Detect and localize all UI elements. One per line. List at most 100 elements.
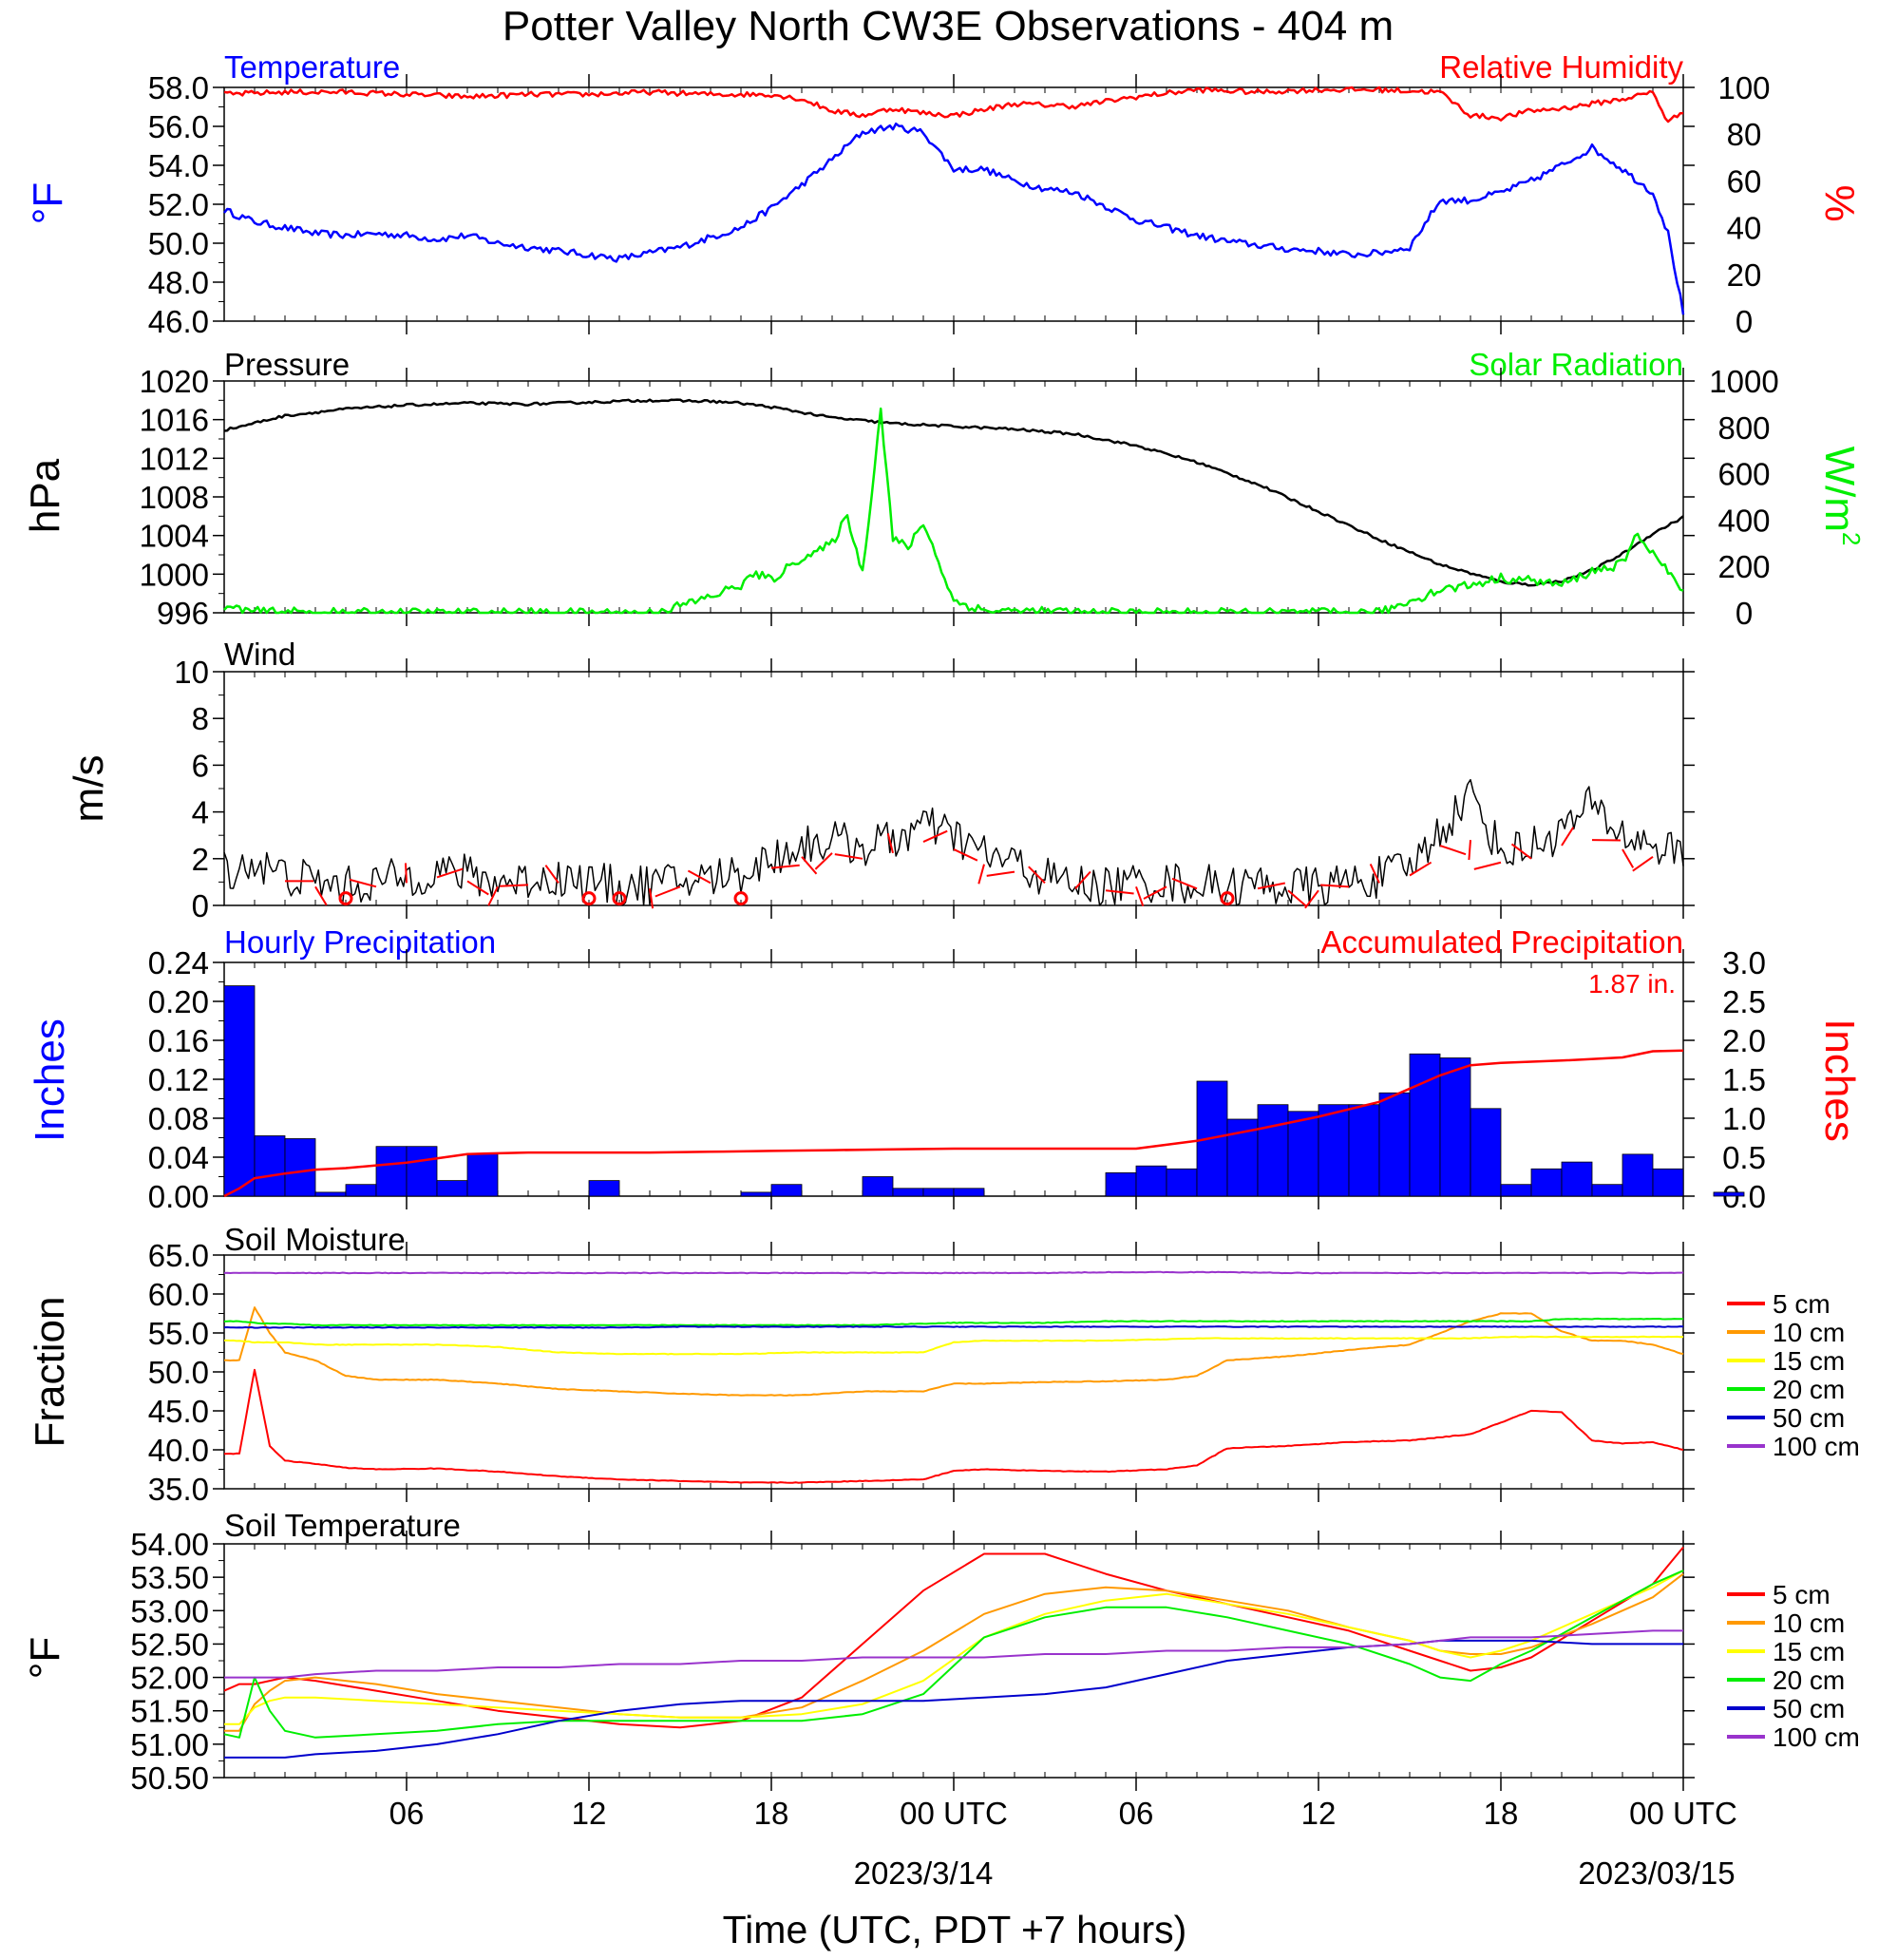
hourly-precip-bar xyxy=(346,1185,376,1196)
hourly-precip-bar xyxy=(1531,1169,1562,1196)
soilt-y-tick-label: 53.50 xyxy=(130,1560,209,1595)
hourly-precip-bar xyxy=(1501,1185,1531,1196)
hourly-precip-bar xyxy=(923,1189,954,1196)
precip-y-tick-label: 0.20 xyxy=(148,984,209,1019)
soilm-y-tick-label: 65.0 xyxy=(148,1238,209,1273)
hourly-precip-bar xyxy=(589,1181,619,1196)
hourly-precip-bar xyxy=(954,1189,984,1196)
solar-unit-superscript: 2 xyxy=(1837,532,1866,545)
precip-y2-tick-label: 0.5 xyxy=(1722,1140,1766,1175)
hourly-precip-bar xyxy=(1653,1169,1683,1196)
temp-y2-tick-label: 100 xyxy=(1717,70,1770,105)
soil-temperature-unit: °F xyxy=(22,1637,68,1679)
x-tick-label: 06 xyxy=(1119,1796,1154,1831)
x-tick-label: 12 xyxy=(1301,1796,1337,1831)
soil-temperature-legend-label: 5 cm xyxy=(1773,1580,1831,1609)
wind-y-tick-label: 4 xyxy=(192,795,209,830)
precip-y-tick-label: 0.04 xyxy=(148,1140,209,1175)
temp-y-tick-label: 46.0 xyxy=(148,304,209,339)
pressure-y-tick-label: 1012 xyxy=(140,441,209,476)
precip-y2-tick-label: 3.0 xyxy=(1722,945,1766,980)
soilm-y-tick-label: 45.0 xyxy=(148,1394,209,1429)
temp-y-tick-label: 48.0 xyxy=(148,265,209,300)
soilt-y-tick-label: 53.00 xyxy=(130,1593,209,1628)
x-tick-label: 00 UTC xyxy=(1629,1796,1737,1831)
date-label-1: 2023/3/14 xyxy=(854,1855,994,1891)
hourly-precip-bar xyxy=(467,1153,498,1196)
wind-y-tick-label: 6 xyxy=(192,748,209,783)
hourly-precip-bar xyxy=(376,1147,407,1196)
svg-text:W/m2: W/m2 xyxy=(1816,447,1866,546)
soil-moisture-legend-label: 100 cm xyxy=(1773,1432,1860,1461)
soil-moisture-legend-label: 5 cm xyxy=(1773,1289,1831,1319)
precip-y2-tick-label: 2.0 xyxy=(1722,1023,1766,1058)
hourly-precip-bar xyxy=(1470,1109,1501,1196)
temp-y2-tick-label: 0 xyxy=(1736,304,1753,339)
soil-temperature-legend-label: 15 cm xyxy=(1773,1637,1845,1666)
wind-unit: m/s xyxy=(66,755,112,823)
hourly-precip-bar xyxy=(863,1177,893,1197)
hourly-precip-bar xyxy=(771,1185,802,1196)
hourly-precip-bar xyxy=(1592,1185,1622,1196)
hourly-precip-bar xyxy=(1622,1154,1653,1196)
temp-y-tick-label: 56.0 xyxy=(148,109,209,144)
soil-temperature-legend-label: 10 cm xyxy=(1773,1608,1845,1638)
hourly-precip-bar xyxy=(1379,1093,1410,1196)
temp-y2-tick-label: 40 xyxy=(1727,211,1762,246)
pressure-unit: hPa xyxy=(22,458,68,533)
soil-moisture-unit: Fraction xyxy=(27,1297,73,1448)
pressure-y2-tick-label: 0 xyxy=(1736,596,1753,631)
chart-title: Potter Valley North CW3E Observations - … xyxy=(503,3,1394,49)
soil-temperature-legend-label: 50 cm xyxy=(1773,1694,1845,1723)
precip-y-tick-label: 0.08 xyxy=(148,1101,209,1136)
humidity-title: Relative Humidity xyxy=(1439,49,1683,85)
hourly-precip-unit: Inches xyxy=(27,1018,73,1142)
soilt-y-tick-label: 50.50 xyxy=(130,1760,209,1796)
soilt-y-tick-label: 52.50 xyxy=(130,1627,209,1662)
soil-temperature-legend-label: 100 cm xyxy=(1773,1722,1860,1752)
soilm-y-tick-label: 35.0 xyxy=(148,1472,209,1507)
temp-y2-tick-label: 80 xyxy=(1727,117,1762,152)
precip-y-tick-label: 0.24 xyxy=(148,945,209,980)
temperature-title: Temperature xyxy=(224,49,400,85)
hourly-precip-bar xyxy=(285,1139,315,1197)
accum-precip-total: 1.87 in. xyxy=(1588,969,1676,999)
precip-y-tick-label: 0.12 xyxy=(148,1062,209,1097)
soilm-y-tick-label: 60.0 xyxy=(148,1277,209,1312)
accum-precip-title: Accumulated Precipitation xyxy=(1320,924,1683,960)
precip-y2-tick-label: 0.0 xyxy=(1722,1179,1766,1214)
soil-moisture-legend-label: 10 cm xyxy=(1773,1318,1845,1347)
x-tick-label: 12 xyxy=(572,1796,607,1831)
pressure-y2-tick-label: 400 xyxy=(1717,503,1770,538)
pressure-title: Pressure xyxy=(224,347,350,382)
hourly-precip-bar xyxy=(1562,1162,1592,1196)
hourly-precip-bar xyxy=(1714,1192,1744,1196)
soilm-y-tick-label: 40.0 xyxy=(148,1433,209,1468)
solar-unit: W/m xyxy=(1816,447,1863,532)
temp-y-tick-label: 54.0 xyxy=(148,148,209,183)
hourly-precip-bar xyxy=(437,1181,467,1196)
hourly-precip-bar xyxy=(1136,1166,1167,1196)
pressure-y-tick-label: 996 xyxy=(157,596,209,631)
wind-y-tick-label: 0 xyxy=(192,888,209,923)
precip-y2-tick-label: 2.5 xyxy=(1722,984,1766,1019)
pressure-y-tick-label: 1020 xyxy=(140,364,209,399)
precip-y2-tick-label: 1.0 xyxy=(1722,1101,1766,1136)
soilt-y-tick-label: 51.50 xyxy=(130,1694,209,1729)
humidity-unit: % xyxy=(1816,184,1863,221)
hourly-precip-title: Hourly Precipitation xyxy=(224,924,496,960)
wind-y-tick-label: 10 xyxy=(174,655,209,690)
precip-y-tick-label: 0.00 xyxy=(148,1179,209,1214)
date-label-2: 2023/03/15 xyxy=(1578,1855,1735,1891)
hourly-precip-bar xyxy=(741,1192,771,1196)
hourly-precip-bar xyxy=(1318,1105,1349,1196)
pressure-y-tick-label: 1016 xyxy=(140,403,209,438)
x-tick-label: 00 UTC xyxy=(900,1796,1008,1831)
hourly-precip-bar xyxy=(1167,1169,1197,1196)
soilt-y-tick-label: 51.00 xyxy=(130,1727,209,1762)
soil-moisture-legend-label: 15 cm xyxy=(1773,1346,1845,1376)
temp-y2-tick-label: 20 xyxy=(1727,257,1762,293)
temp-y-tick-label: 58.0 xyxy=(148,70,209,105)
soil-moisture-line xyxy=(224,1326,1683,1328)
